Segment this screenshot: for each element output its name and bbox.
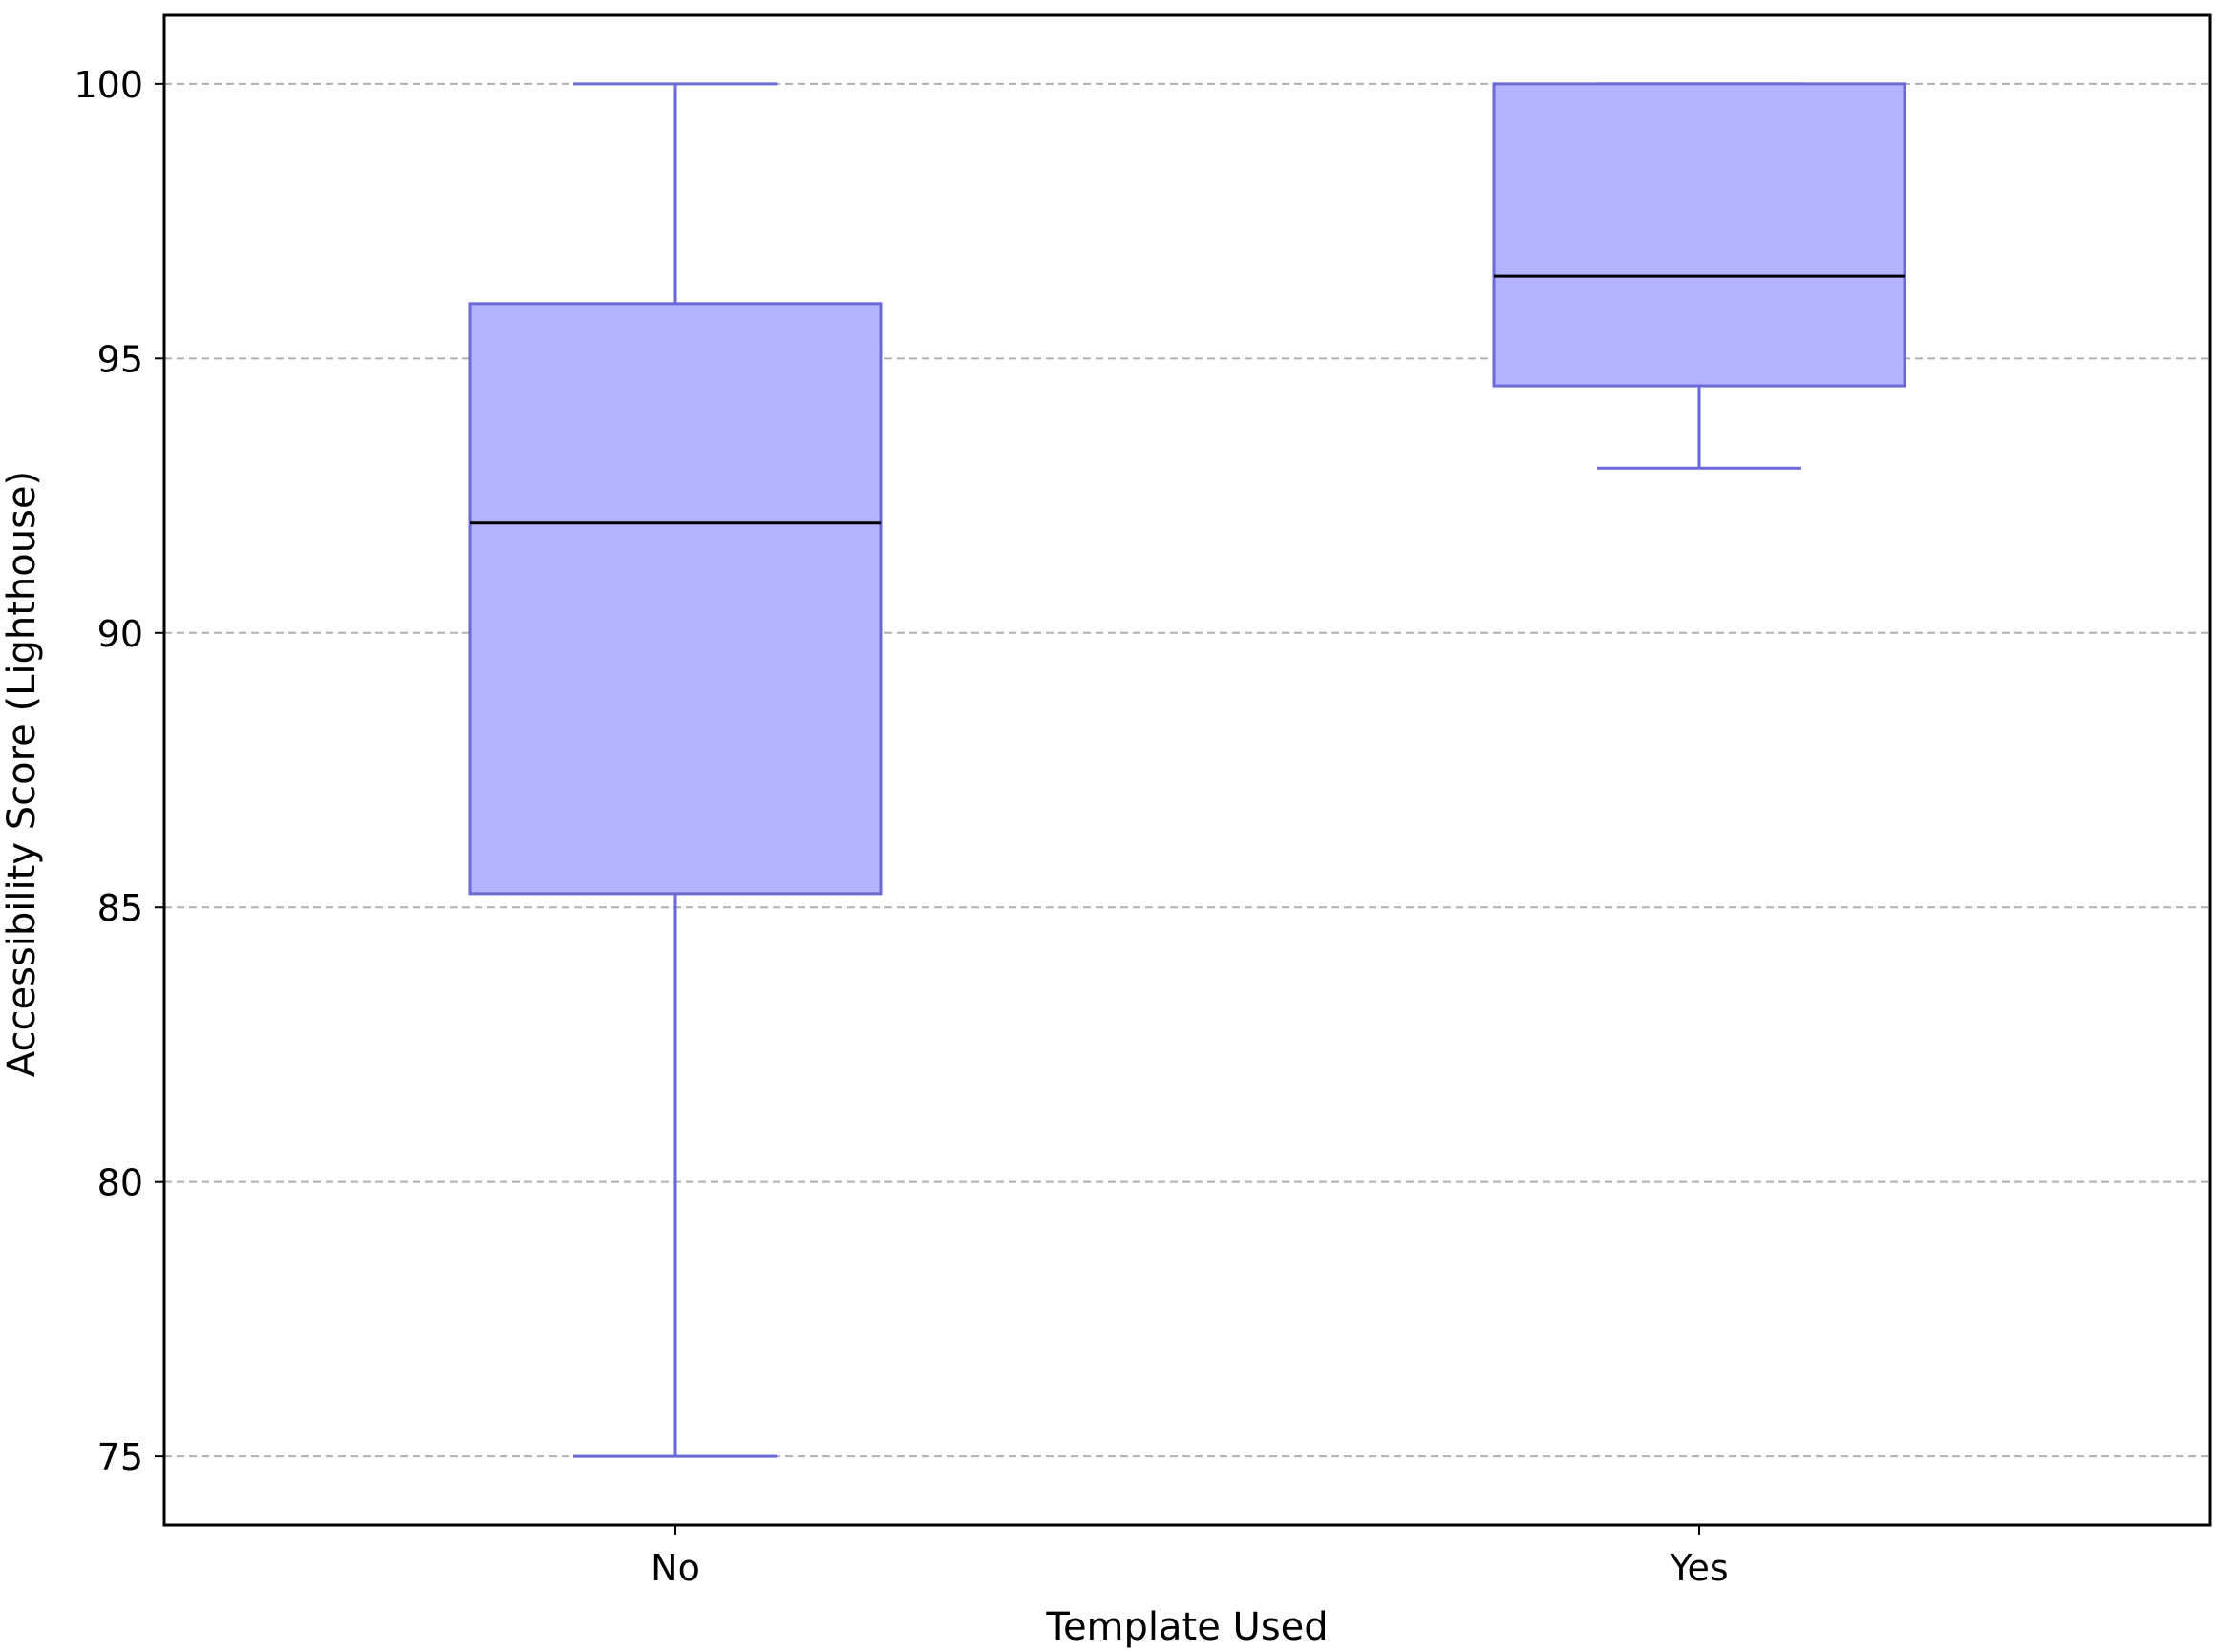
box-no [468,82,883,1458]
plot-area-frame [162,13,2212,1527]
y-tick-label: 85 [97,887,143,929]
y-axis-ticks: 75 80 85 90 95 100 [74,64,164,1478]
y-tick-label: 100 [74,64,143,106]
x-tick-label: No [650,1547,700,1589]
boxes [468,82,1906,1458]
iqr-box [468,302,883,896]
x-axis-label: Template Used [1045,1605,1328,1648]
iqr-box [1492,82,1906,388]
y-tick-label: 75 [97,1436,143,1478]
y-tick-label: 90 [97,613,143,655]
y-axis-label: Accessibility Score (Lighthouse) [0,471,44,1077]
box-yes [1492,82,1906,470]
y-tick-label: 95 [97,338,143,380]
y-tick-label: 80 [97,1162,143,1204]
x-tick-label: Yes [1669,1547,1728,1589]
x-axis-ticks: No Yes [650,1525,1729,1589]
